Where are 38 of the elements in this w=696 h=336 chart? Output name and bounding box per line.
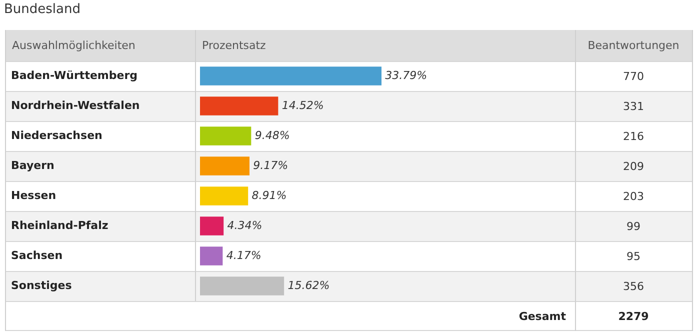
data-label: 14.52% — [282, 98, 324, 112]
y-tick-label: Bayern — [11, 158, 54, 172]
y-tick-label: Nordrhein-Westfalen — [11, 98, 140, 112]
bar — [200, 126, 252, 146]
text: 770 — [622, 68, 645, 84]
y-axis-title: Auswahlmöglichkeiten — [11, 38, 136, 54]
x-axis-title: Prozentsatz — [201, 38, 267, 54]
text: 2279 — [617, 308, 650, 324]
bar — [200, 96, 278, 116]
text: 203 — [622, 188, 645, 204]
data-label: 4.17% — [226, 248, 262, 262]
data-label: 9.17% — [253, 158, 288, 172]
text: 99 — [626, 218, 642, 234]
bar — [200, 186, 248, 206]
data-label: 15.62% — [288, 278, 330, 292]
bar — [200, 66, 382, 86]
data-label: 8.91% — [252, 188, 287, 202]
text: Gesamt — [518, 308, 567, 324]
text: 216 — [622, 128, 645, 144]
data-label: 9.48% — [254, 128, 290, 142]
bar — [200, 246, 223, 266]
data-label: 4.34% — [227, 218, 262, 232]
y-tick-label: Niedersachsen — [11, 128, 102, 142]
text: 356 — [622, 278, 645, 294]
y-tick-label: Hessen — [11, 188, 56, 202]
y-tick-label: Sonstiges — [11, 278, 72, 292]
y-tick-label: Rheinland-Pfalz — [11, 218, 108, 232]
bar — [200, 156, 250, 176]
y-tick-label: Sachsen — [11, 248, 63, 262]
text: 331 — [622, 98, 645, 114]
data-label: 33.79% — [385, 68, 428, 82]
bar — [200, 276, 284, 296]
text: Bundesland — [4, 2, 80, 17]
text: 209 — [622, 158, 645, 174]
text: Beantwortungen — [586, 38, 680, 54]
text: 95 — [626, 248, 642, 264]
y-tick-label: Baden-Württemberg — [11, 68, 138, 82]
bar — [200, 216, 224, 236]
